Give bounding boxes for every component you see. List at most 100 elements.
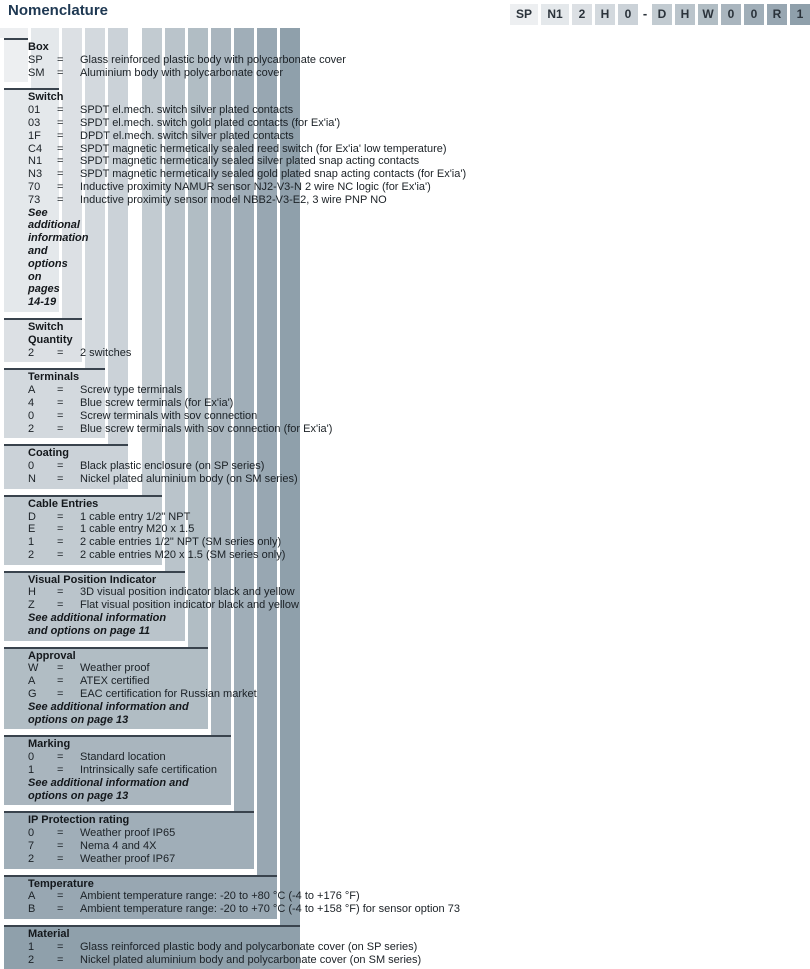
option-code: D xyxy=(28,510,36,523)
option-code: 1 xyxy=(28,940,35,953)
section-panel-4: Coating 0 = Black plastic enclosure (on SP … xyxy=(4,444,298,489)
option-description: Nickel plated aluminium body (on SM seri… xyxy=(80,472,298,485)
code-segment-1: SP xyxy=(510,4,538,25)
section-header: Switch Quantity xyxy=(28,320,73,346)
equals-sign: = xyxy=(57,409,64,422)
equals-sign: = xyxy=(57,53,64,66)
section-header: Cable Entries xyxy=(28,497,99,510)
option-description: SPDT el.mech. switch gold plated contact… xyxy=(80,116,341,129)
code-column-band-2 xyxy=(62,28,82,318)
option-row: 2 = Blue screw terminals with sov connecti… xyxy=(28,422,332,436)
option-code: 2 xyxy=(28,422,35,435)
option-row: B = Ambient temperature range: -20 to +70 … xyxy=(28,903,460,916)
section-note: See additional information and options o… xyxy=(28,206,89,309)
option-description: Blue screw terminals (for Ex'ia') xyxy=(80,396,234,409)
equals-sign: = xyxy=(57,903,64,916)
option-row: A = Ambient temperature range: -20 to +80 … xyxy=(28,890,360,903)
code-segment-11: R xyxy=(767,4,787,25)
option-description: 2 cable entries M20 x 1.5 (SM series onl… xyxy=(80,548,286,561)
equals-sign: = xyxy=(57,840,64,853)
equals-sign: = xyxy=(57,66,64,79)
option-row: 1F = DPDT el.mech. switch silver plated co… xyxy=(28,130,294,143)
section-panel-9: IP Protection rating 0 = Weather proof IP65… xyxy=(4,811,254,869)
option-row: 4 = Blue screw terminals (for Ex'ia') xyxy=(28,397,233,410)
equals-sign: = xyxy=(57,460,64,473)
equals-sign: = xyxy=(57,129,64,142)
section-panel-2: Switch Quantity 2 = 2 switches xyxy=(4,317,131,363)
option-description: Inductive proximity NAMUR sensor NJ2-V3-… xyxy=(80,180,431,193)
section-header: Material xyxy=(28,928,70,941)
equals-sign: = xyxy=(57,751,64,764)
page-title: Nomenclature xyxy=(8,2,109,19)
option-code: A xyxy=(28,675,36,688)
option-description: Screw terminals with sov connection xyxy=(80,409,258,422)
option-code: 0 xyxy=(28,460,35,473)
equals-sign: = xyxy=(57,536,64,549)
code-segment-4: H xyxy=(595,4,615,25)
equals-sign: = xyxy=(57,168,64,181)
option-code: 7 xyxy=(28,840,35,853)
option-code: 2 xyxy=(28,548,35,561)
option-row: 1 = Intrinsically safe certification xyxy=(28,764,231,777)
code-column-band-6 xyxy=(165,28,185,571)
option-code: 0 xyxy=(28,409,35,422)
option-description: Ambient temperature range: -20 to +70 °C… xyxy=(80,903,460,916)
option-code: H xyxy=(28,586,36,599)
option-row: 70 = Inductive proximity NAMUR sensor NJ2-… xyxy=(28,181,431,194)
option-row: 1 = Glass reinforced plastic body and poly… xyxy=(28,940,417,954)
section-header: Visual Position Indicator xyxy=(28,573,157,586)
equals-sign: = xyxy=(57,586,64,599)
equals-sign: = xyxy=(57,346,64,359)
equals-sign: = xyxy=(57,422,64,435)
code-segment-9: 0 xyxy=(721,4,741,25)
option-row: 0 = Weather proof IP65 xyxy=(28,827,254,840)
equals-sign: = xyxy=(57,852,64,865)
option-row: N1 = SPDT magnetic hermetically sealed sil… xyxy=(28,155,419,168)
option-description: 2 cable entries 1/2" NPT (SM series only… xyxy=(80,536,282,549)
option-description: Flat visual position indicator black and… xyxy=(80,599,299,612)
option-description: ATEX certified xyxy=(80,675,150,688)
equals-sign: = xyxy=(57,940,64,953)
option-row: G = EAC certification for Russian market xyxy=(28,688,257,701)
option-code: A xyxy=(28,384,36,397)
option-description: 2 switches xyxy=(80,346,132,359)
option-code: Z xyxy=(28,599,35,612)
code-column-band-4 xyxy=(108,28,128,444)
equals-sign: = xyxy=(57,142,64,155)
option-description: DPDT el.mech. switch silver plated conta… xyxy=(80,129,294,142)
option-row: 73 = Inductive proximity sensor model NBB2… xyxy=(28,194,387,207)
option-code: E xyxy=(28,523,36,536)
equals-sign: = xyxy=(57,510,64,523)
code-segment-3: 2 xyxy=(572,4,592,25)
option-description: Screw type terminals xyxy=(80,384,183,397)
option-description: Black plastic enclosure (on SP series) xyxy=(80,460,265,473)
option-row: 0 = Screw terminals with sov connection xyxy=(28,409,257,423)
section-panel-10: Temperature A = Ambient temperature range: … xyxy=(4,874,460,920)
option-code: 2 xyxy=(28,852,35,865)
option-code: SP xyxy=(28,53,43,66)
option-description: Weather proof IP65 xyxy=(80,827,176,840)
section-header: Approval xyxy=(28,649,76,662)
option-description: SPDT magnetic hermetically sealed gold p… xyxy=(80,168,467,181)
equals-sign: = xyxy=(57,953,64,966)
section-panel-8: Marking 0 = Standard location 1 = Intrinsicall… xyxy=(4,735,231,806)
option-code: 2 xyxy=(28,953,35,966)
option-description: 3D visual position indicator black and y… xyxy=(80,586,295,599)
equals-sign: = xyxy=(57,116,64,129)
equals-sign: = xyxy=(57,688,64,701)
option-row: N = Nickel plated aluminium body (on SM se… xyxy=(28,473,298,486)
code-segment-7: H xyxy=(675,4,695,25)
code-column-band-8 xyxy=(211,28,231,735)
code-column-band-3 xyxy=(85,28,105,368)
option-row: W = Weather proof xyxy=(28,662,208,675)
option-code: W xyxy=(28,662,39,675)
option-row: 01 = SPDT el.mech. switch silver plated co… xyxy=(28,104,293,117)
option-description: Glass reinforced plastic body with polyc… xyxy=(80,53,346,66)
option-code: 0 xyxy=(28,751,35,764)
section-panel-3: Terminals A = Screw type terminals 4 = Blue sc… xyxy=(4,368,332,439)
equals-sign: = xyxy=(57,890,64,903)
code-segment-6: D xyxy=(652,4,672,25)
option-row: 7 = Nema 4 and 4X xyxy=(28,840,254,853)
option-row: 0 = Standard location xyxy=(28,751,231,764)
option-code: 2 xyxy=(28,346,35,359)
